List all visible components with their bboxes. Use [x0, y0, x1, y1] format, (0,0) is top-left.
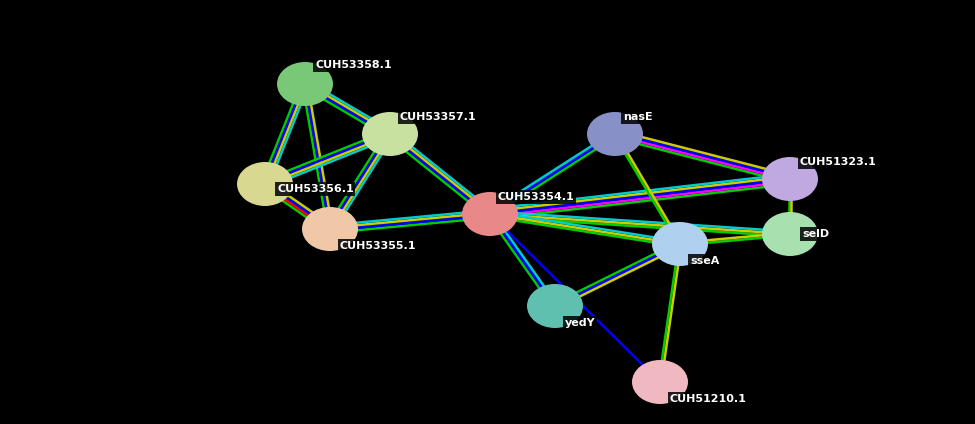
Text: CUH53358.1: CUH53358.1: [315, 60, 392, 70]
Ellipse shape: [277, 62, 333, 106]
Ellipse shape: [302, 207, 358, 251]
Text: CUH53355.1: CUH53355.1: [340, 241, 416, 251]
Text: sseA: sseA: [690, 256, 720, 266]
Text: yedY: yedY: [565, 318, 596, 328]
Ellipse shape: [762, 212, 818, 256]
Ellipse shape: [462, 192, 518, 236]
Text: CUH53356.1: CUH53356.1: [277, 184, 354, 194]
Ellipse shape: [652, 222, 708, 266]
Ellipse shape: [632, 360, 688, 404]
Ellipse shape: [527, 284, 583, 328]
Ellipse shape: [362, 112, 418, 156]
Text: CUH51210.1: CUH51210.1: [670, 394, 747, 404]
Text: CUH51323.1: CUH51323.1: [800, 157, 877, 167]
Text: CUH53354.1: CUH53354.1: [498, 192, 574, 202]
Text: nasE: nasE: [623, 112, 652, 122]
Ellipse shape: [587, 112, 643, 156]
Text: CUH53357.1: CUH53357.1: [400, 112, 477, 122]
Text: selD: selD: [802, 229, 829, 239]
Ellipse shape: [762, 157, 818, 201]
Ellipse shape: [237, 162, 293, 206]
